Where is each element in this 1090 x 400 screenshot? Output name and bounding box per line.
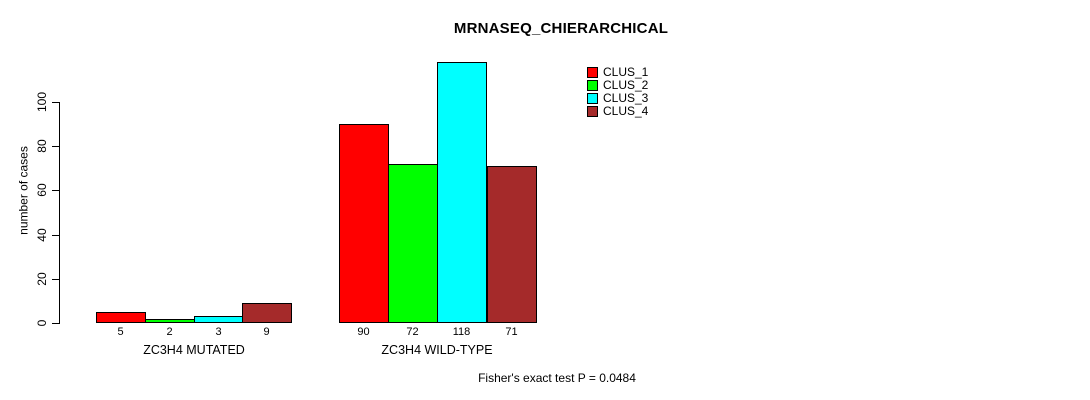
p-value-annotation: Fisher's exact test P = 0.0484 (478, 371, 636, 385)
legend-item-clus_3: CLUS_3 (587, 90, 649, 106)
y-axis-tick-label: 20 (35, 272, 49, 286)
bar-clus_4-group2 (487, 166, 537, 324)
y-axis-tick (52, 146, 59, 148)
y-axis-tick-label: 60 (35, 183, 49, 198)
bar-clus_1-group2 (339, 124, 389, 324)
legend-item-clus_4: CLUS_4 (587, 103, 649, 119)
legend-swatch-clus_1 (587, 67, 598, 79)
y-axis-tick (52, 102, 59, 103)
y-axis-tick-label: 40 (35, 227, 49, 242)
y-axis-tick (52, 234, 59, 236)
legend-swatch-clus_2 (587, 80, 598, 92)
legend: CLUS_1 CLUS_2 CLUS_3 CLUS_4 (587, 64, 649, 119)
bar-value-label: 3 (215, 326, 222, 338)
legend-label: CLUS_1 (603, 65, 649, 80)
chart-title: MRNASEQ_CHIERARCHICAL (453, 20, 669, 37)
y-axis-line (59, 102, 60, 324)
legend-label: CLUS_4 (603, 104, 649, 119)
bar-clus_2-group1 (145, 318, 195, 323)
legend-label: CLUS_2 (603, 78, 649, 93)
group-label: ZC3H4 WILD-TYPE (381, 343, 493, 357)
bar-clus_4-group1 (242, 303, 292, 324)
y-axis-tick-label: 0 (35, 319, 49, 327)
y-axis-tick (52, 323, 59, 324)
bar-value-label: 9 (263, 326, 270, 338)
legend-item-clus_1: CLUS_1 (587, 64, 649, 80)
y-axis-tick-label: 100 (35, 91, 49, 113)
y-axis-tick (52, 190, 59, 192)
group-label: ZC3H4 MUTATED (143, 343, 245, 357)
legend-swatch-clus_4 (587, 106, 598, 118)
y-axis-label: number of cases (16, 146, 31, 235)
bar-clus_2-group2 (388, 163, 438, 323)
bar-clus_3-group2 (437, 62, 487, 324)
bar-value-label: 118 (452, 326, 471, 338)
bar-value-label: 2 (166, 326, 173, 338)
bar-value-label: 90 (357, 326, 370, 338)
legend-label: CLUS_3 (603, 91, 649, 106)
legend-swatch-clus_3 (587, 93, 598, 105)
bar-value-label: 71 (505, 326, 518, 338)
bar-clus_3-group1 (194, 316, 244, 324)
bar-value-label: 5 (117, 326, 124, 338)
y-axis-tick-label: 80 (35, 139, 49, 153)
y-axis-tick (52, 278, 59, 280)
bar-value-label: 72 (406, 326, 419, 338)
legend-item-clus_2: CLUS_2 (587, 77, 649, 93)
bar-clus_1-group1 (96, 311, 146, 323)
